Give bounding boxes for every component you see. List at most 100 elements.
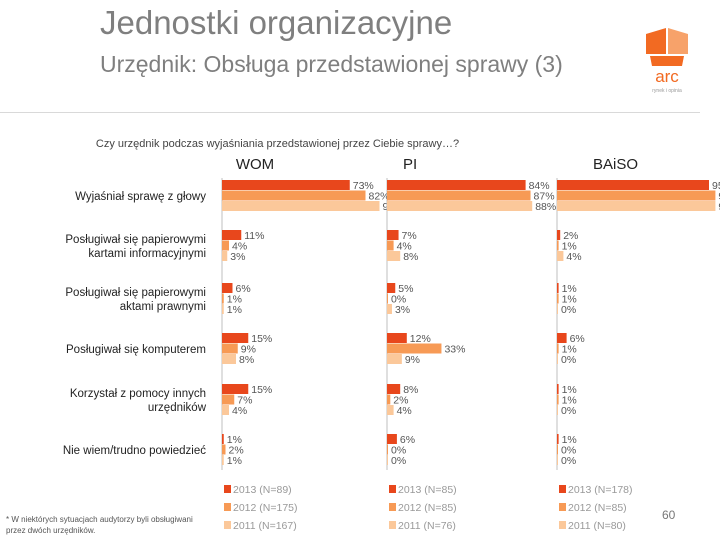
bar — [387, 444, 388, 455]
data-label: 3% — [230, 251, 245, 263]
legend-swatch — [559, 521, 566, 529]
logo-word: arc — [655, 67, 679, 86]
bar — [557, 354, 558, 364]
legend-label: 2011 (N=80) — [568, 520, 626, 532]
data-label: 12% — [410, 333, 431, 345]
bar — [557, 230, 561, 240]
page-subtitle: Urzędnik: Obsługa przedstawionej sprawy … — [100, 51, 563, 77]
legend-swatch — [224, 521, 231, 529]
legend-swatch — [224, 485, 231, 493]
group-header: BAiSO — [593, 156, 638, 173]
data-label: 99% — [718, 191, 720, 203]
bar — [387, 190, 531, 201]
survey-question: Czy urzędnik podczas wyjaśniania przedst… — [95, 138, 460, 150]
bar — [557, 405, 558, 415]
footnote: * W niektórych sytuacjach audytorzy byli… — [6, 515, 193, 535]
data-label: 0% — [391, 455, 406, 467]
legend-label: 2013 (N=85) — [398, 484, 457, 496]
data-label: 0% — [561, 354, 576, 366]
legend-label: 2012 (N=175) — [233, 502, 298, 514]
bar — [557, 240, 559, 251]
legend-label: 2011 (N=167) — [233, 520, 297, 532]
bar — [557, 190, 716, 201]
bar — [222, 293, 224, 304]
data-label: 8% — [403, 384, 418, 396]
data-label: 1% — [562, 294, 577, 306]
data-label: 0% — [561, 304, 576, 316]
legend-label: 2013 (N=89) — [233, 484, 292, 496]
data-label: 95% — [712, 180, 720, 192]
bar — [222, 343, 238, 354]
bar — [557, 384, 559, 394]
data-label: 1% — [227, 294, 242, 306]
legend-swatch — [559, 485, 566, 493]
data-label: 15% — [251, 333, 272, 345]
legend-swatch — [224, 503, 231, 511]
data-label: 87% — [534, 191, 555, 203]
bar — [387, 251, 401, 261]
data-label: 1% — [562, 395, 577, 407]
bar — [387, 333, 407, 343]
bar — [222, 190, 366, 201]
data-label: 1% — [562, 384, 577, 396]
data-label: 4% — [397, 405, 412, 417]
bar — [557, 304, 558, 314]
bar — [222, 201, 380, 211]
bar — [222, 304, 224, 314]
bar — [222, 384, 249, 394]
bar — [557, 444, 558, 455]
bar — [222, 251, 228, 261]
data-label: 1% — [562, 434, 577, 446]
chart: WOM PI BAiSO Wyjaśniał sprawę z głowy Posług… — [63, 156, 720, 532]
bar — [387, 354, 402, 364]
bar — [222, 354, 236, 364]
bar — [387, 455, 388, 465]
bar — [387, 434, 397, 444]
data-label: 84% — [529, 180, 550, 192]
data-label: 15% — [251, 384, 272, 396]
data-label: 1% — [227, 434, 242, 446]
bar — [387, 180, 526, 190]
category-label: Posługiwał się papierowymi kartami inform… — [65, 234, 206, 260]
bar — [222, 283, 233, 293]
bar — [222, 405, 229, 415]
data-label: 9% — [405, 354, 420, 366]
data-label: 1% — [227, 304, 242, 316]
arc-logo: arc rynek i opinia — [636, 26, 698, 98]
data-label: 1% — [562, 344, 577, 356]
data-label: 82% — [369, 191, 390, 203]
data-label: 4% — [232, 241, 247, 253]
category-label: Nie wiem/trudno powiedzieć — [63, 445, 206, 457]
data-label: 8% — [239, 354, 254, 366]
logo-tagline: rynek i opinia — [652, 88, 682, 94]
legend-label: 2012 (N=85) — [568, 502, 627, 514]
data-label: 3% — [395, 304, 410, 316]
bar — [222, 444, 226, 455]
bar — [387, 240, 394, 251]
group-header: WOM — [236, 156, 274, 173]
bar — [387, 293, 388, 304]
bar — [222, 455, 224, 465]
data-label: 6% — [400, 434, 415, 446]
category-label: Wyjaśniał sprawę z głowy — [75, 191, 206, 203]
bar — [557, 343, 559, 354]
bar — [557, 293, 559, 304]
bar — [222, 180, 350, 190]
data-label: 1% — [227, 455, 242, 467]
legend-label: 2013 (N=178) — [568, 484, 633, 496]
data-label: 88% — [535, 201, 556, 213]
data-label: 0% — [561, 445, 576, 457]
bar — [222, 333, 249, 343]
bar — [222, 230, 242, 240]
bar — [387, 343, 442, 354]
legend-swatch — [389, 521, 396, 529]
group-header: PI — [403, 156, 417, 173]
data-label: 1% — [562, 241, 577, 253]
bar — [557, 394, 559, 405]
bar — [387, 304, 392, 314]
legend-label: 2011 (N=76) — [398, 520, 456, 532]
legend-swatch — [559, 503, 566, 511]
bar — [557, 455, 558, 465]
legend-swatch — [389, 503, 396, 511]
data-label: 99% — [718, 201, 720, 213]
